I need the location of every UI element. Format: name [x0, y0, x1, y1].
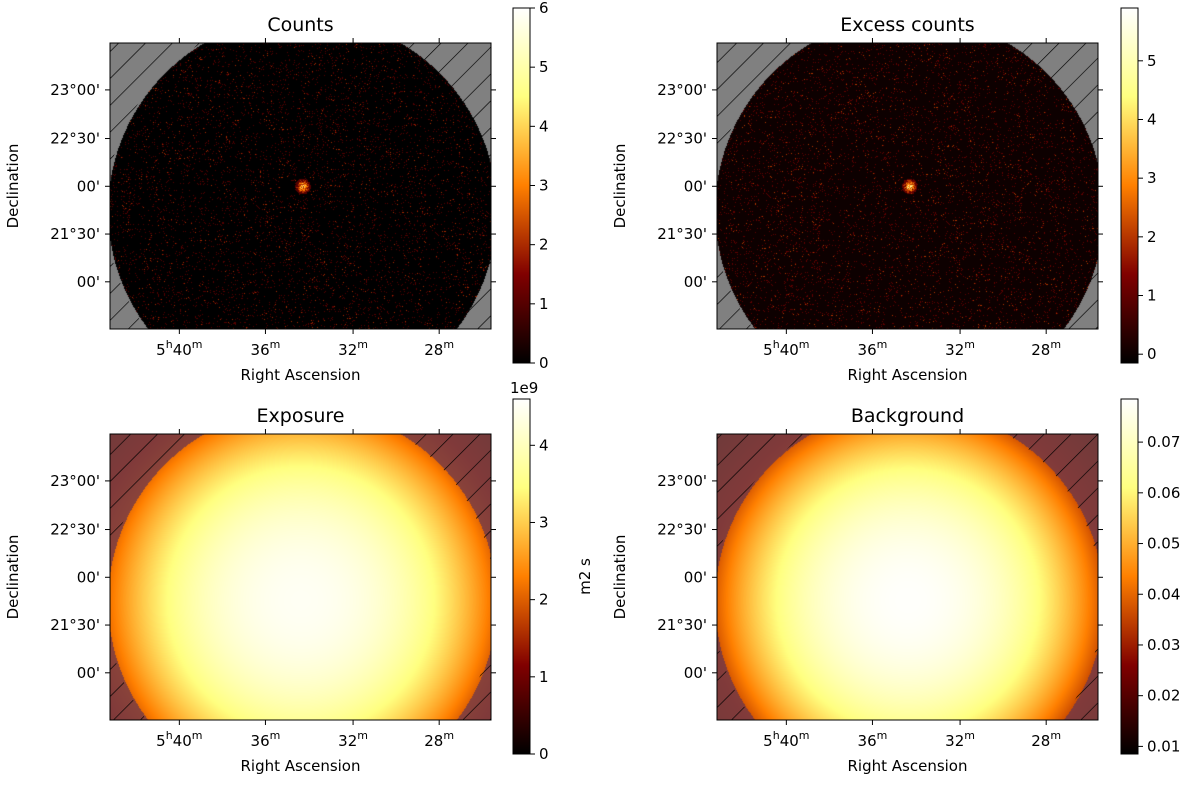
colorbar-tick-label: 1 [1147, 287, 1157, 305]
colorbar-tick-label: 0 [1147, 345, 1157, 363]
y-tick-label: 23°00' [657, 81, 707, 99]
y-tick-label: 00' [684, 273, 707, 291]
panel-counts: Counts 5h40m 36m 32m 28m 23°00' 22°30' 00' 21°30… [4, 0, 549, 384]
x-tick-label: 28m [424, 338, 454, 359]
colorbar-tick-label: 2 [539, 591, 549, 609]
panel-excess-counts: Excess counts 5h40m 36m 32m 28m 23°00' 22°30' 0… [611, 7, 1157, 384]
x-tick-label: 5h40m [763, 338, 809, 359]
colorbar-tick-label: 0 [539, 745, 549, 763]
colorbar-tick-label: 0.01 [1147, 737, 1180, 755]
x-tick-label: 32m [338, 729, 368, 750]
y-tick-label: 23°00' [50, 81, 100, 99]
colorbar-tick-label: 0.06 [1147, 484, 1180, 502]
chart-title: Background [851, 405, 964, 427]
y-tick-label: 00' [77, 177, 100, 195]
heatmap-image [717, 43, 1098, 329]
colorbar-tick-label: 3 [539, 513, 549, 531]
colorbar-tick-label: 5 [1147, 52, 1157, 70]
x-axis-label: Right Ascension [848, 366, 968, 384]
colorbar-tick-label: 1 [539, 295, 549, 313]
colorbar-tick-label: 4 [1147, 110, 1157, 128]
y-tick-label: 21°30' [657, 616, 707, 634]
x-axis-label: Right Ascension [241, 366, 361, 384]
colorbar-tick-label: 0.07 [1147, 433, 1180, 451]
heatmap-image [110, 434, 491, 720]
colorbar-tick-label: 2 [1147, 228, 1157, 246]
y-tick-label: 00' [684, 177, 707, 195]
x-tick-label: 36m [251, 338, 281, 359]
y-axis-label: Declination [4, 144, 22, 229]
colorbar-tick-label: 3 [539, 177, 549, 195]
x-tick-label: 36m [251, 729, 281, 750]
colorbar-tick-label: 0.03 [1147, 636, 1180, 654]
y-tick-label: 00' [684, 664, 707, 682]
colorbar-tick-label: 1 [539, 668, 549, 686]
heatmap-image [717, 434, 1098, 720]
colorbar [512, 7, 531, 364]
panel-exposure: Exposure 5h40m 36m 32m 28m 23°00' 22°30' 00' 21°… [4, 379, 594, 775]
x-axis-label: Right Ascension [848, 757, 968, 775]
y-tick-label: 00' [77, 568, 100, 586]
x-axis-label: Right Ascension [241, 757, 361, 775]
y-tick-label: 00' [77, 664, 100, 682]
colorbar-tick-label: 0.04 [1147, 585, 1180, 603]
colorbar [1120, 398, 1139, 755]
colorbar-tick-label: 0 [539, 354, 549, 372]
x-tick-label: 28m [1031, 729, 1061, 750]
x-tick-label: 28m [1031, 338, 1061, 359]
chart-title: Exposure [257, 405, 345, 427]
x-tick-label: 28m [424, 729, 454, 750]
colorbar-label: m2 s [576, 558, 594, 595]
y-axis-label: Declination [4, 535, 22, 620]
x-tick-label: 5h40m [156, 338, 202, 359]
x-tick-label: 32m [945, 729, 975, 750]
colorbar-tick-label: 0.05 [1147, 535, 1180, 553]
y-tick-label: 22°30' [50, 130, 100, 148]
x-tick-label: 36m [858, 729, 888, 750]
colorbar-tick-label: 0.02 [1147, 687, 1180, 705]
colorbar-tick-label: 5 [539, 58, 549, 76]
y-tick-label: 00' [77, 273, 100, 291]
x-tick-label: 32m [338, 338, 368, 359]
x-tick-label: 5h40m [763, 729, 809, 750]
y-tick-label: 21°30' [50, 616, 100, 634]
colorbar-tick-label: 3 [1147, 169, 1157, 187]
colorbar [1120, 7, 1139, 364]
colorbar-tick-label: 4 [539, 436, 549, 454]
y-tick-label: 22°30' [50, 521, 100, 539]
panel-background: Background 5h40m 36m 32m 28m 23°00' 22°30' 00' 2… [611, 398, 1180, 775]
y-tick-label: 22°30' [657, 521, 707, 539]
heatmap-image [110, 43, 491, 329]
y-tick-label: 22°30' [657, 130, 707, 148]
y-tick-label: 23°00' [50, 472, 100, 490]
x-tick-label: 5h40m [156, 729, 202, 750]
y-tick-label: 21°30' [50, 225, 100, 243]
x-tick-label: 36m [858, 338, 888, 359]
colorbar-tick-label: 6 [539, 0, 549, 17]
colorbar-tick-label: 2 [539, 236, 549, 254]
colorbar [512, 398, 531, 755]
colorbar-offset-text: 1e9 [510, 379, 538, 397]
y-tick-label: 00' [684, 568, 707, 586]
y-axis-label: Declination [611, 144, 629, 229]
x-tick-label: 32m [945, 338, 975, 359]
chart-title: Counts [267, 14, 333, 36]
colorbar-tick-label: 4 [539, 117, 549, 135]
chart-title: Excess counts [840, 14, 974, 36]
y-tick-label: 23°00' [657, 472, 707, 490]
y-axis-label: Declination [611, 535, 629, 620]
y-tick-label: 21°30' [657, 225, 707, 243]
